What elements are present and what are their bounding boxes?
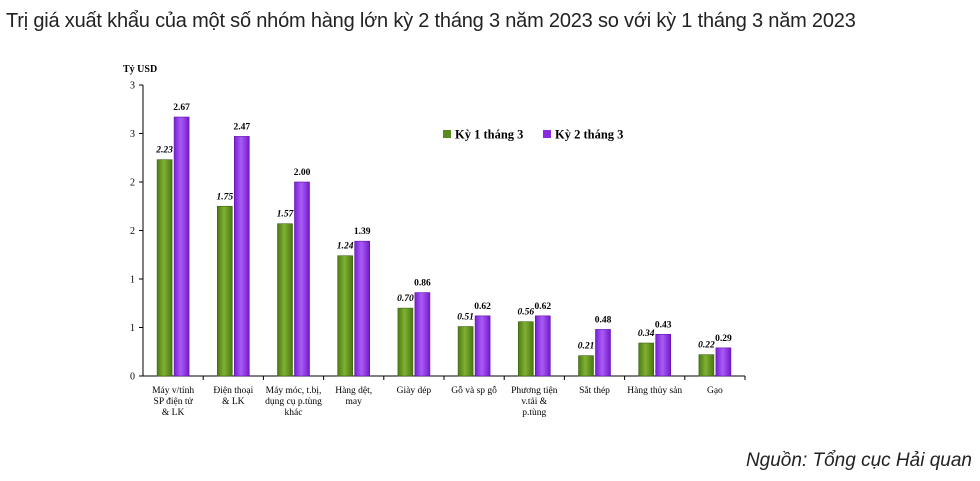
x-tick-label: Hàng thủy sản [627, 386, 682, 396]
data-label: 1.39 [354, 227, 371, 237]
x-tick-label-line: SP điện tử [154, 397, 194, 407]
x-tick-label-line: & LK [222, 397, 245, 407]
data-label: 0.22 [698, 341, 715, 351]
bar-ky1 [638, 342, 655, 377]
bar-ky1 [156, 159, 173, 377]
x-tick-label-line: Hàng dệt, [335, 386, 372, 396]
y-tick-label: 0 [130, 372, 135, 383]
data-label: 0.48 [595, 315, 612, 325]
y-axis-title: Tỷ USD [123, 64, 157, 75]
x-tick-label: Gạo [707, 386, 723, 396]
data-label: 0.70 [397, 294, 414, 304]
data-label: 0.43 [655, 320, 672, 330]
data-label: 0.34 [638, 329, 655, 339]
bar-ky1 [217, 205, 233, 377]
x-tick-label-line: Giày dép [397, 386, 432, 396]
data-label: 1.75 [216, 192, 233, 202]
bar-ky2 [534, 315, 551, 377]
data-label: 0.62 [534, 302, 551, 312]
x-tick-label-line: dụng cụ p.tùng [265, 397, 322, 407]
y-tick-label: 3 [130, 81, 135, 92]
x-tick-label-line: Điện thoại [213, 386, 253, 396]
y-tick-label: 1 [130, 323, 135, 334]
legend: Kỳ 1 tháng 3 Kỳ 2 tháng 3 [443, 128, 623, 142]
x-tick-label-line: Máy móc, t.bị, [266, 386, 322, 396]
data-label: 2.23 [155, 146, 173, 156]
x-tick-label-line: Gỗ và sp gỗ [451, 385, 497, 396]
x-tick-label: Điện thoại & LK [213, 386, 253, 407]
bar-ky2 [173, 116, 190, 377]
bar-ky2 [715, 347, 732, 377]
page-title: Trị giá xuất khẩu của một số nhóm hàng l… [6, 10, 856, 32]
data-label: 2.47 [233, 122, 250, 132]
bars [156, 116, 732, 377]
bar-ky2 [294, 181, 310, 377]
data-label: 0.86 [414, 279, 431, 289]
source-note: Nguồn: Tổng cục Hải quan [745, 450, 972, 471]
data-label: 0.21 [578, 342, 595, 352]
y-tick-label: 1 [130, 275, 135, 286]
bar-ky2 [234, 136, 250, 377]
bar-ky1 [517, 321, 534, 377]
y-tick-label: 2 [130, 178, 135, 189]
x-tick-label-line: Hàng thủy sản [627, 386, 682, 396]
bar-ky1 [397, 307, 414, 377]
data-label: 1.57 [277, 210, 295, 220]
bar-ky1 [578, 355, 594, 377]
x-tick-label-line: & LK [162, 408, 185, 418]
y-tick-label: 3 [130, 129, 135, 140]
x-tick-label-line: Gạo [707, 386, 723, 396]
bar-ky1 [337, 255, 354, 377]
bar-ky1 [457, 326, 474, 377]
bar-ky2 [354, 240, 371, 377]
x-tick-label-line: v.tải & [521, 397, 547, 407]
x-tick-label: Hàng dệt, may [335, 386, 372, 407]
legend-label: Kỳ 2 tháng 3 [555, 128, 623, 142]
x-tick-label: Phương tiện v.tải & p.tùng [511, 386, 558, 418]
bar-ky1 [698, 354, 715, 377]
data-label: 0.62 [474, 302, 491, 312]
y-tick-label: 2 [130, 226, 135, 237]
data-label: 0.51 [457, 313, 474, 323]
x-tick-label-line: p.tùng [522, 408, 546, 418]
legend-swatch [543, 130, 551, 138]
data-label: 0.29 [715, 334, 732, 344]
x-tick-label-line: khác [285, 408, 303, 418]
data-label: 2.67 [173, 103, 190, 113]
legend-label: Kỳ 1 tháng 3 [455, 128, 523, 142]
bar-ky1 [277, 223, 293, 377]
x-tick-label: Sắt thép [579, 385, 610, 396]
value-labels: 2.23 2.67 1.75 2.47 1.57 2.00 1.241.39 0.700.86… [155, 103, 732, 352]
x-tick-label-line: Phương tiện [511, 386, 558, 396]
data-label: 2.00 [294, 168, 311, 178]
x-tick-label: Máy v/tính SP điện tử & LK [152, 386, 194, 418]
bar-ky2 [474, 315, 491, 377]
data-label: 1.24 [337, 242, 354, 252]
bar-ky2 [414, 292, 431, 377]
legend-swatch [443, 130, 451, 138]
x-tick-label: Máy móc, t.bị, dụng cụ p.tùng khác [265, 386, 322, 418]
x-tick-label: Giày dép [397, 386, 432, 396]
x-tick-label-line: Máy v/tính [152, 386, 194, 396]
x-tick-label-line: may [346, 397, 363, 407]
x-tick-label-line: Sắt thép [579, 385, 610, 396]
x-tick-label: Gỗ và sp gỗ [451, 385, 497, 396]
data-label: 0.56 [517, 308, 534, 318]
bar-ky2 [655, 333, 672, 377]
bar-ky2 [595, 329, 611, 377]
